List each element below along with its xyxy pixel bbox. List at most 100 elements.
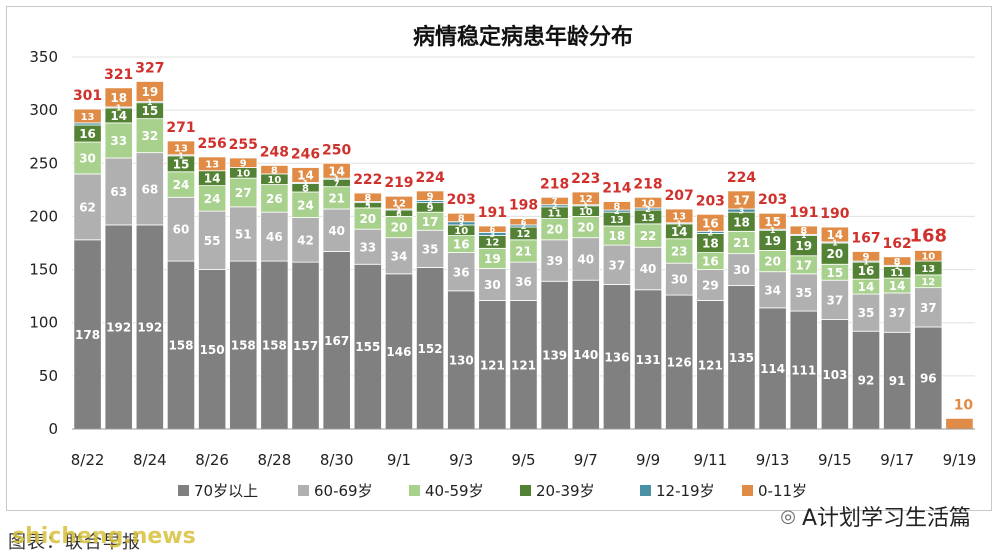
segment-value-label: 16: [702, 255, 719, 269]
bar-segment: [820, 319, 849, 430]
x-tick-label: 8/30: [320, 451, 354, 469]
segment-value-label: 1: [396, 206, 402, 215]
segment-value-label: 9: [427, 203, 434, 214]
segment-labels: 1786230161319263331411819268321511915860…: [75, 85, 937, 388]
total-value-label: 219: [384, 175, 413, 191]
segment-value-label: 62: [79, 200, 96, 214]
y-tick-label: 250: [29, 154, 58, 172]
segment-value-label: 15: [827, 266, 844, 280]
segment-value-label: 30: [733, 263, 750, 277]
bar-segment: [135, 224, 164, 430]
legend-swatch: [520, 485, 531, 496]
segment-value-label: 158: [231, 339, 256, 353]
segment-value-label: 36: [453, 265, 470, 279]
segment-value-label: 2: [708, 228, 714, 237]
bar-segment: [602, 201, 632, 211]
wechat-icon: ◎: [780, 505, 796, 527]
bar-segment: [447, 252, 476, 292]
segment-value-label: 15: [764, 215, 781, 229]
segment-value-label: 157: [293, 339, 318, 353]
bar-segment: [104, 157, 133, 226]
total-value-label: 255: [229, 137, 258, 153]
legend-label: 0-11岁: [758, 482, 807, 500]
segment-value-label: 146: [386, 345, 411, 359]
y-tick-label: 300: [29, 101, 58, 119]
bar-segment: [166, 140, 196, 156]
legend-swatch: [409, 485, 420, 496]
segment-value-label: 37: [920, 301, 937, 315]
legend: 70岁以上 60-69岁 40-59岁 20-39岁 12-19岁 0-11岁: [178, 482, 807, 500]
segment-value-label: 13: [672, 212, 686, 223]
bar-segment: [509, 261, 538, 301]
bar-segment: [478, 225, 507, 233]
segment-value-label: 2: [552, 202, 558, 211]
bar-segment: [229, 157, 258, 168]
segment-value-label: 192: [137, 321, 162, 335]
bar-segment: [384, 273, 414, 430]
total-value-label: 203: [696, 193, 725, 209]
segment-value-label: 11: [890, 268, 904, 279]
y-tick-label: 0: [48, 420, 58, 438]
segment-value-label: 37: [609, 258, 626, 272]
segment-value-label: 167: [324, 334, 349, 348]
segment-value-label: 19: [484, 252, 501, 266]
bar-segment: [447, 212, 476, 223]
segment-value-label: 16: [858, 264, 875, 278]
segment-value-label: 92: [858, 374, 875, 388]
segment-value-label: 39: [546, 254, 563, 268]
segment-value-label: 1: [116, 104, 122, 113]
bar-segment: [665, 238, 694, 264]
x-tick-label: 9/15: [818, 451, 852, 469]
bar-segment: [447, 290, 476, 430]
segment-value-label: 37: [889, 306, 906, 320]
total-value-label: 222: [353, 172, 382, 188]
total-value-label: 248: [260, 144, 289, 160]
bar-segment: [945, 417, 974, 430]
segment-value-label: 178: [75, 328, 100, 342]
segment-value-label: 103: [822, 368, 847, 382]
segment-value-label: 2: [521, 222, 527, 231]
segment-value-label: 19: [141, 85, 158, 99]
segment-value-label: 40: [640, 262, 657, 276]
segment-value-label: 19: [764, 234, 781, 248]
segment-value-label: 14: [671, 225, 688, 239]
x-tick-label: 9/19: [943, 451, 977, 469]
bar-segment: [851, 293, 881, 332]
segment-value-label: 34: [764, 283, 781, 297]
segment-value-label: 17: [422, 215, 439, 229]
segment-value-label: 14: [328, 164, 345, 178]
total-value-label: 203: [758, 192, 787, 208]
segment-value-label: 7: [552, 197, 558, 206]
segment-value-label: 29: [702, 279, 719, 293]
x-tick-label: 8/28: [258, 451, 292, 469]
segment-value-label: 3: [739, 207, 745, 216]
segment-value-label: 150: [200, 343, 225, 357]
bar-segment: [540, 239, 569, 282]
y-tick-label: 50: [39, 367, 58, 385]
bar-segment: [758, 307, 787, 430]
total-value-label: 271: [166, 120, 195, 136]
total-value-label: 224: [415, 170, 444, 186]
segment-value-label: 27: [235, 186, 252, 200]
segment-value-label: 46: [266, 230, 283, 244]
segment-value-label: 68: [141, 182, 158, 196]
x-tick-label: 8/26: [195, 451, 229, 469]
segment-value-label: 20: [359, 212, 376, 226]
segment-value-label: 131: [636, 353, 661, 367]
segment-value-label: 51: [235, 228, 252, 242]
segment-value-label: 12: [579, 194, 593, 205]
segment-value-label: 40: [328, 224, 345, 238]
segment-value-label: 23: [671, 245, 688, 259]
segment-value-label: 12: [517, 229, 531, 240]
segment-value-label: 3: [458, 219, 464, 228]
segment-value-label: 18: [733, 215, 750, 229]
segment-value-label: 9: [863, 252, 870, 263]
bar-segment: [820, 226, 849, 243]
bar-segment: [291, 167, 320, 183]
segment-value-label: 17: [795, 258, 812, 272]
segment-value-label: 13: [641, 213, 655, 224]
segment-value-label: 20: [827, 247, 844, 261]
segment-value-label: 130: [449, 353, 474, 367]
bar-segment: [602, 244, 632, 285]
segment-value-label: 1: [894, 262, 900, 271]
